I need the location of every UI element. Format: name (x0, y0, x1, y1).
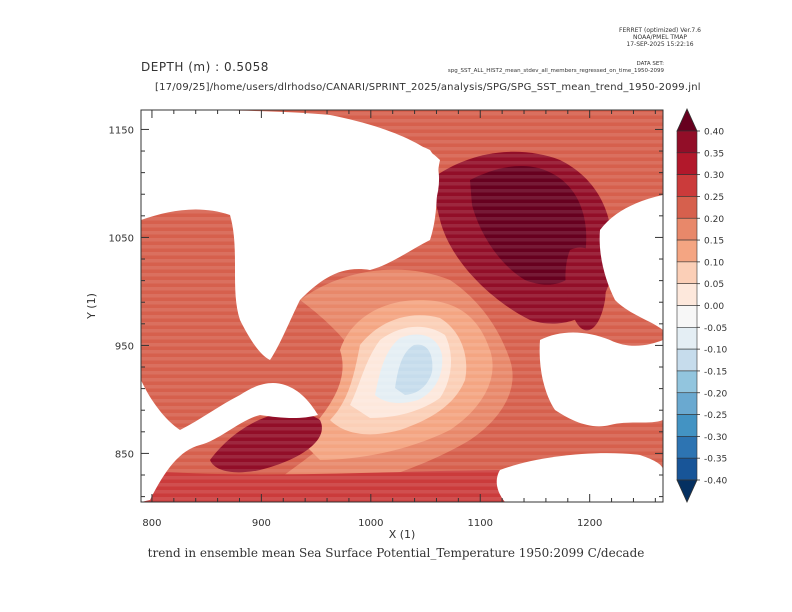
colorbar-label: 0.30 (704, 171, 724, 181)
colorbar-label: -0.35 (704, 455, 727, 465)
chart-title: trend in ensemble mean Sea Surface Poten… (147, 546, 645, 560)
colorbar: 0.40 0.35 0.30 0.25 0.20 0.15 0.10 0.05 0.00 -0.0… (676, 108, 728, 503)
sst-trend-field (141, 110, 663, 502)
colorbar-label: -0.10 (704, 346, 728, 356)
x-axis: 800 900 1000 1100 1200 (142, 110, 656, 529)
colorbar-label: 0.25 (704, 193, 724, 203)
x-tick-label: 1100 (468, 518, 493, 529)
colorbar-swatch (676, 283, 698, 306)
x-tick-label: 1200 (577, 518, 602, 529)
ferret-org-line: NOAA/PMEL TMAP (633, 34, 687, 41)
x-tick-label: 800 (142, 518, 161, 529)
colorbar-swatch (676, 152, 698, 175)
colorbar-label: -0.25 (704, 411, 727, 421)
colorbar-label: 0.05 (704, 280, 724, 290)
x-tick-label: 1000 (358, 518, 383, 529)
colorbar-swatch (676, 348, 698, 372)
script-path-label: [17/09/25]/home/users/dlrhodso/CANARI/SP… (155, 82, 701, 93)
colorbar-swatch (676, 217, 698, 241)
colorbar-label: -0.05 (704, 324, 727, 334)
x-axis-title: X (1) (389, 528, 416, 541)
colorbar-label: 0.15 (704, 237, 724, 247)
colorbar-swatch (676, 305, 698, 328)
colorbar-label: -0.20 (704, 389, 728, 399)
colorbar-top-arrow (676, 108, 698, 132)
dataset-name: spg_SST_ALL_HIST2_mean_stdev_all_members… (447, 68, 664, 74)
y-tick-label: 1150 (109, 125, 134, 136)
colorbar-swatch (676, 370, 698, 394)
colorbar-label: 0.40 (704, 128, 724, 138)
colorbar-swatch (676, 196, 698, 219)
ferret-date-line: 17-SEP-2025 15:22:16 (626, 41, 694, 48)
y-tick-label: 1050 (109, 233, 134, 244)
colorbar-bottom-arrow (676, 479, 698, 503)
ferret-version-info: FERRET (optimized) Ver.7.6 NOAA/PMEL TMA… (600, 27, 720, 48)
colorbar-swatch (676, 457, 698, 481)
colorbar-swatch (676, 327, 698, 350)
colorbar-swatch (676, 174, 698, 197)
plot-frame (140, 109, 664, 503)
dataset-heading: DATA SET: (636, 61, 665, 67)
colorbar-label: 0.10 (704, 258, 724, 268)
colorbar-label: -0.40 (704, 477, 728, 487)
colorbar-swatch (676, 130, 698, 154)
colorbar-label: -0.15 (704, 367, 727, 377)
colorbar-label: 0.20 (704, 215, 724, 225)
colorbar-swatch (676, 414, 698, 437)
colorbar-label: -0.30 (704, 433, 728, 443)
colorbar-swatch (676, 392, 698, 415)
colorbar-label: 0.00 (704, 302, 724, 312)
colorbar-swatch (676, 436, 698, 459)
y-axis-title: Y (1) (85, 293, 98, 320)
x-tick-label: 900 (252, 518, 271, 529)
colorbar-swatch (676, 239, 698, 263)
y-tick-label: 950 (115, 341, 134, 352)
y-axis: 850 950 1050 1150 (109, 125, 663, 498)
banding-texture (141, 110, 663, 502)
y-tick-label: 850 (115, 449, 134, 460)
depth-label: DEPTH (m) : 0.5058 (141, 60, 269, 74)
dataset-info: DATA SET: spg_SST_ALL_HIST2_mean_stdev_a… (440, 61, 664, 75)
colorbar-swatch (676, 261, 698, 284)
colorbar-label: 0.35 (704, 149, 724, 159)
ferret-version-line: FERRET (optimized) Ver.7.6 (619, 27, 701, 34)
